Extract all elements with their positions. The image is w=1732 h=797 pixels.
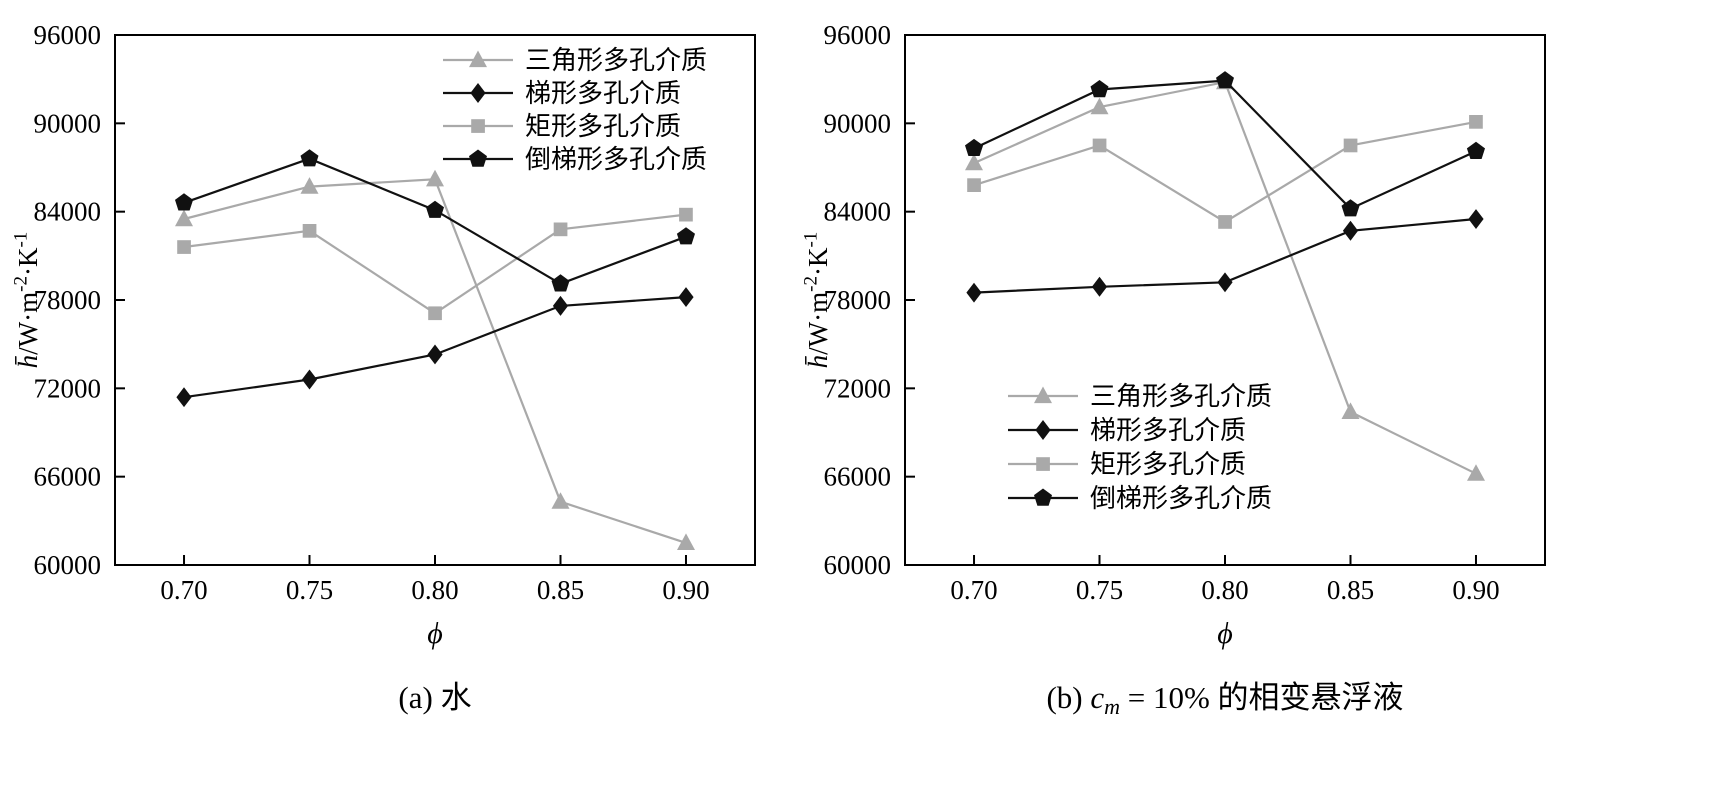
marker-triangle-icon	[965, 153, 983, 171]
marker-triangle-icon	[1467, 464, 1485, 481]
marker-pentagon-icon	[965, 138, 984, 156]
marker-triangle-icon	[1341, 402, 1360, 419]
plot-frame	[114, 34, 756, 566]
chart-caption: (b) cm = 10% 的相变悬浮液	[1046, 680, 1403, 719]
marker-pentagon-icon	[300, 149, 319, 167]
y-tick-label: 84000	[34, 197, 102, 227]
marker-pentagon-icon	[676, 227, 695, 245]
marker-diamond-icon	[678, 287, 694, 307]
marker-diamond-icon	[1217, 272, 1233, 293]
marker-square-icon	[553, 222, 568, 237]
y-tick-label: 96000	[34, 20, 102, 50]
legend-marker-triangle-icon	[1034, 386, 1052, 404]
legend-label: 倒梯形多孔介质	[1090, 484, 1272, 513]
legend-label: 梯形多孔介质	[1090, 416, 1246, 445]
marker-triangle-icon	[677, 533, 695, 550]
marker-diamond-icon	[301, 369, 318, 390]
marker-pentagon-icon	[551, 274, 570, 292]
marker-square-icon	[1092, 138, 1107, 153]
marker-square-icon	[1343, 138, 1358, 153]
y-tick-label: 90000	[824, 108, 892, 138]
legend-marker-diamond-icon	[470, 83, 486, 103]
x-tick-label: 0.85	[1327, 575, 1374, 605]
series-line-square	[973, 120, 1477, 224]
marker-square-icon	[967, 178, 981, 192]
y-tick-label: 78000	[824, 285, 892, 315]
y-tick-label: 60000	[824, 550, 892, 580]
y-tick-label: 78000	[34, 285, 102, 315]
x-tick-label: 0.70	[160, 575, 207, 605]
legend-marker-pentagon-icon	[469, 149, 487, 167]
marker-square-icon	[177, 240, 191, 254]
legend-label: 三角形多孔介质	[1090, 382, 1272, 411]
x-axis-label: ϕ	[1217, 617, 1233, 650]
marker-diamond-icon	[1468, 209, 1484, 229]
marker-square-icon	[1218, 215, 1232, 229]
y-axis-label: h̄/W·m-2·K-1	[801, 232, 833, 369]
marker-pentagon-icon	[175, 193, 194, 211]
marker-diamond-icon	[552, 295, 569, 316]
legend-label: 矩形多孔介质	[525, 112, 681, 141]
marker-diamond-icon	[1091, 276, 1108, 297]
marker-diamond-icon	[176, 387, 192, 408]
chart-caption: (a) 水	[398, 680, 471, 715]
series-line-pentagon	[973, 79, 1477, 211]
y-tick-label: 66000	[34, 462, 102, 492]
marker-pentagon-icon	[426, 200, 444, 218]
y-tick-label: 84000	[824, 197, 892, 227]
marker-pentagon-icon	[1466, 141, 1485, 159]
marker-square-icon	[679, 207, 693, 222]
legend-marker-triangle-icon	[469, 50, 487, 68]
y-axis-label: h̄/W·m-2·K-1	[11, 232, 43, 369]
marker-triangle-icon	[300, 177, 319, 194]
y-tick-label: 60000	[34, 550, 102, 580]
x-tick-label: 0.80	[411, 575, 458, 605]
marker-pentagon-icon	[1341, 199, 1360, 217]
marker-triangle-icon	[426, 169, 444, 187]
marker-square-icon	[1469, 115, 1483, 129]
x-tick-label: 0.80	[1201, 575, 1248, 605]
marker-pentagon-icon	[1090, 80, 1109, 98]
legend-label: 矩形多孔介质	[1090, 450, 1246, 479]
marker-pentagon-icon	[1216, 71, 1234, 89]
x-tick-label: 0.75	[286, 575, 333, 605]
y-tick-label: 96000	[824, 20, 892, 50]
y-tick-label: 90000	[34, 108, 102, 138]
plot-frame	[904, 34, 1546, 566]
x-tick-label: 0.70	[950, 575, 997, 605]
marker-diamond-icon	[966, 282, 982, 303]
y-tick-label: 72000	[34, 373, 102, 403]
x-tick-label: 0.90	[662, 575, 709, 605]
legend-label: 三角形多孔介质	[525, 46, 707, 75]
x-tick-label: 0.85	[537, 575, 584, 605]
legend-label: 倒梯形多孔介质	[525, 145, 707, 174]
x-axis-label: ϕ	[427, 617, 443, 650]
marker-square-icon	[428, 306, 442, 321]
legend-marker-square-icon	[1036, 457, 1050, 471]
legend-marker-diamond-icon	[1035, 420, 1051, 440]
marker-square-icon	[302, 224, 317, 238]
x-tick-label: 0.75	[1076, 575, 1123, 605]
marker-triangle-icon	[551, 492, 570, 509]
marker-diamond-icon	[1342, 220, 1359, 241]
marker-triangle-icon	[175, 209, 193, 227]
legend-marker-square-icon	[471, 119, 485, 133]
x-tick-label: 0.90	[1452, 575, 1499, 605]
marker-triangle-icon	[1090, 97, 1109, 115]
y-tick-label: 72000	[824, 373, 892, 403]
marker-diamond-icon	[427, 344, 443, 365]
legend-marker-pentagon-icon	[1034, 488, 1052, 506]
legend-label: 梯形多孔介质	[525, 79, 681, 108]
y-tick-label: 66000	[824, 462, 892, 492]
